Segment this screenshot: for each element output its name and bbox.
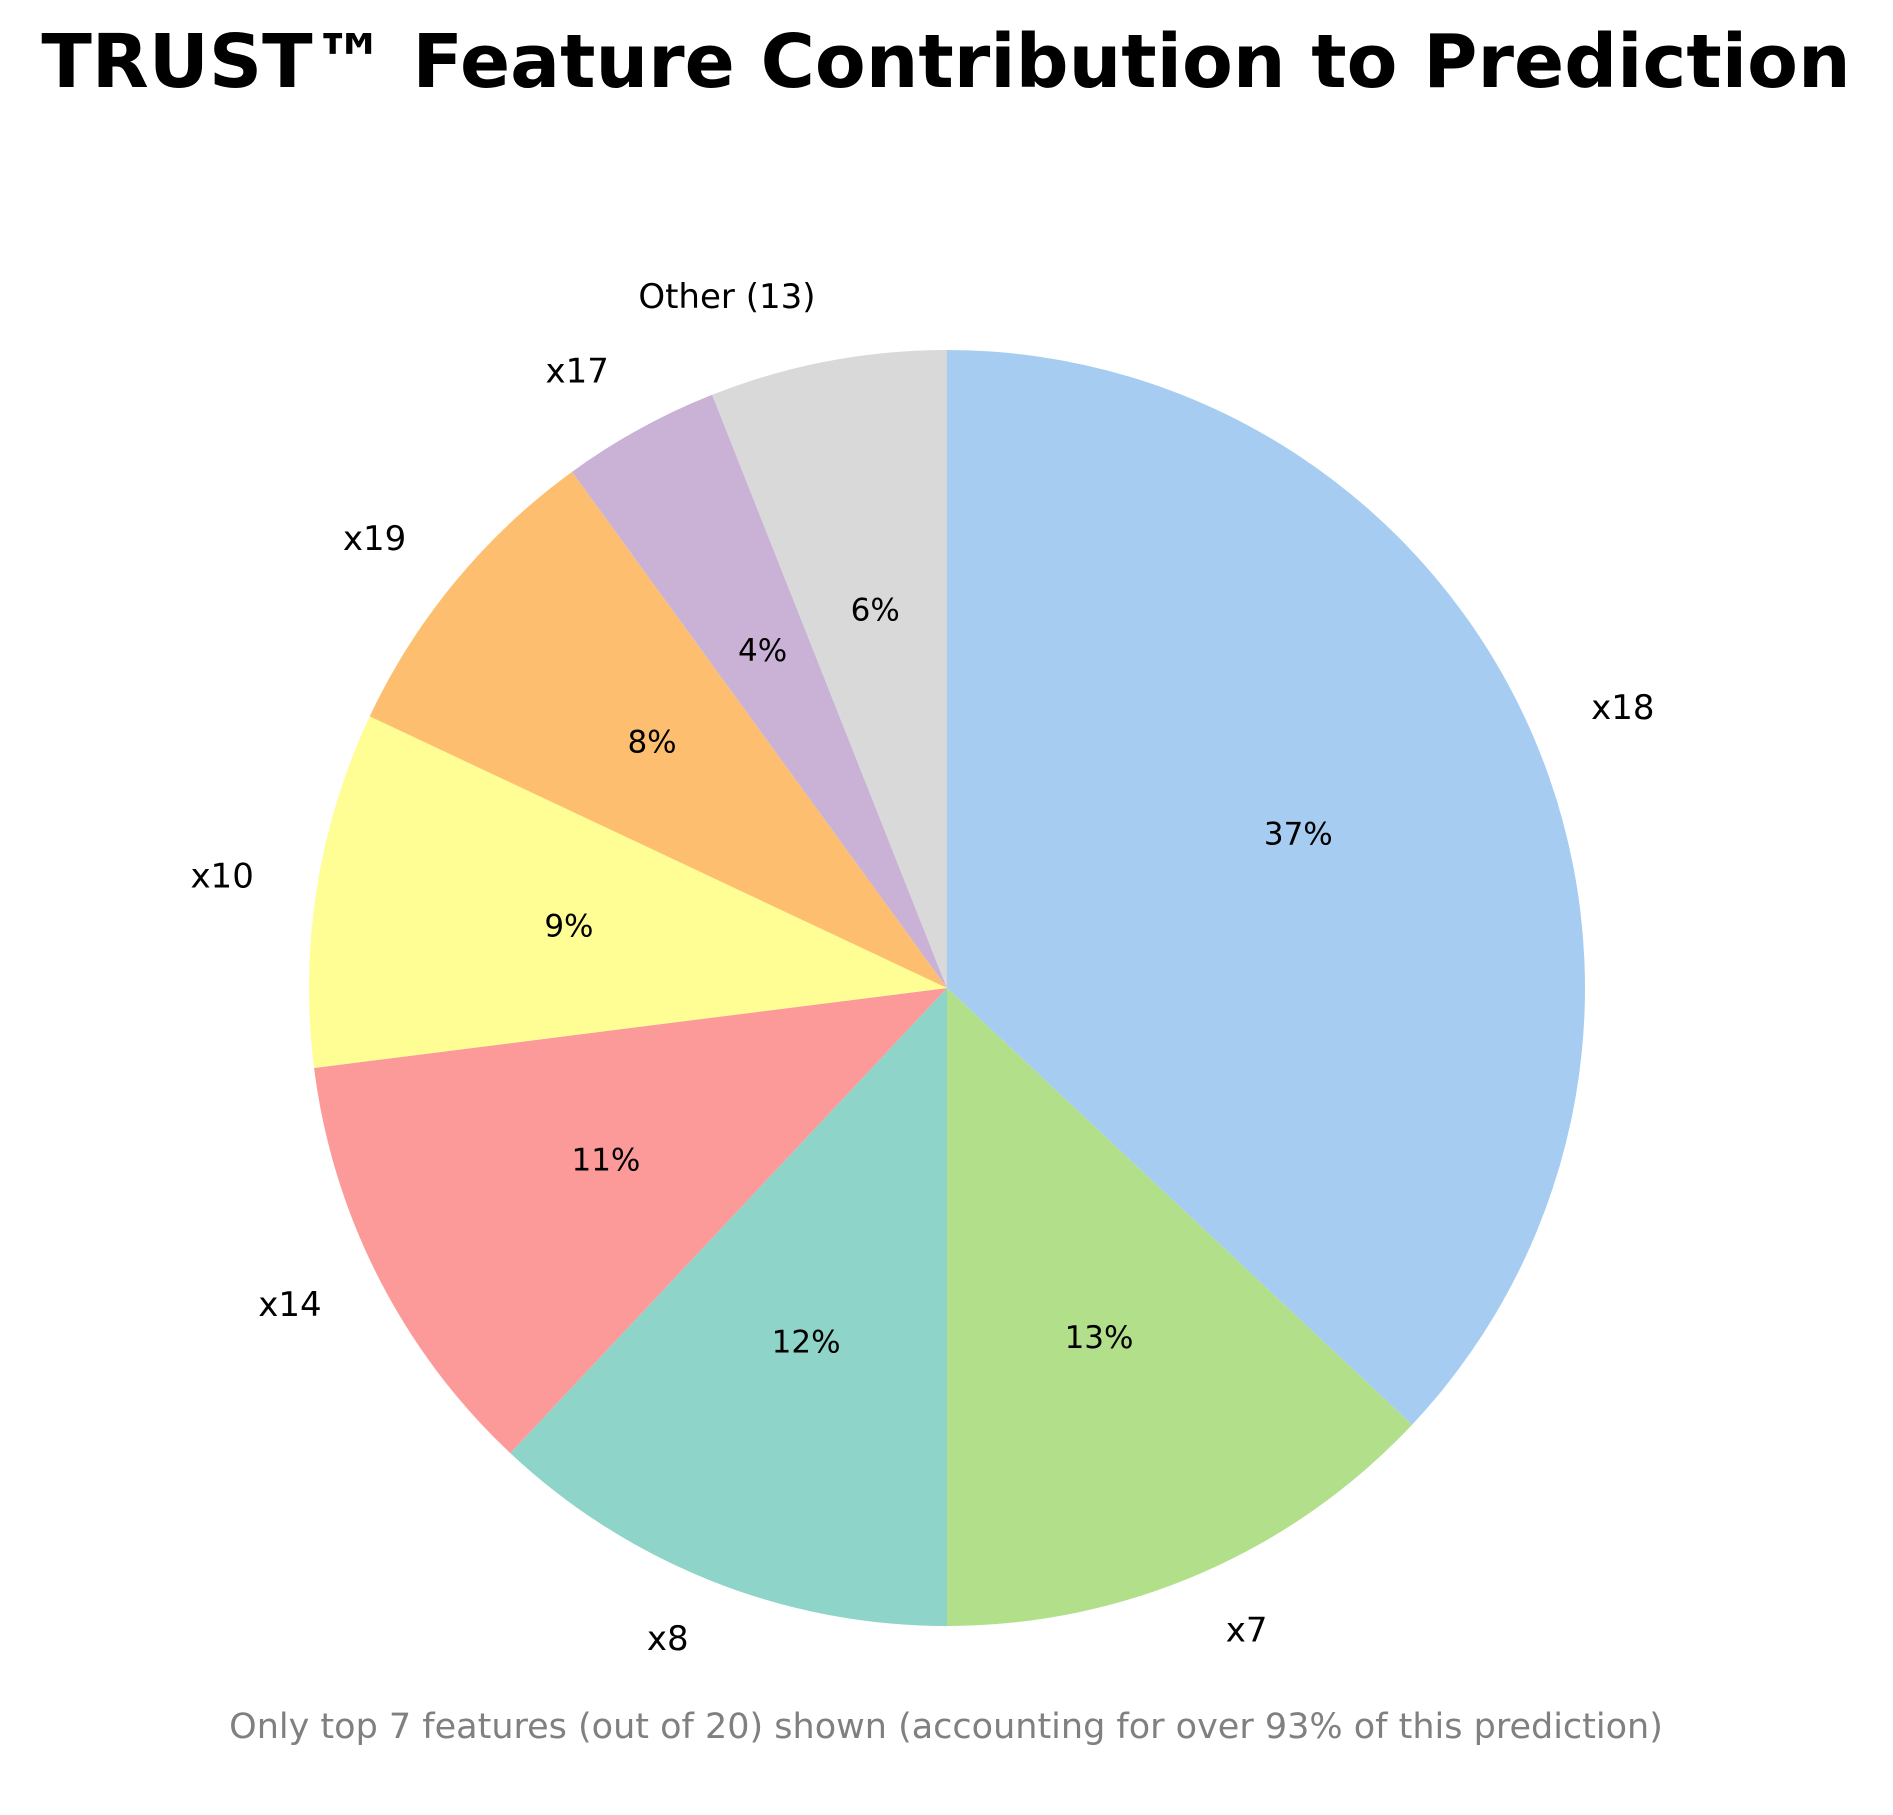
slice-label-3: x14 (258, 1285, 321, 1325)
slice-pct-label-2: 12% (772, 1324, 841, 1360)
slice-pct-label-5: 8% (627, 724, 676, 760)
pie-slice-x10 (308, 716, 947, 1068)
pie-slice-x8 (510, 988, 947, 1626)
pie-slice-x19 (369, 471, 947, 988)
slice-label-0: x18 (1591, 688, 1654, 728)
pie-slice-x18 (947, 350, 1585, 1425)
slice-pct-label-4: 9% (544, 909, 593, 945)
pie-slice-x17 (571, 394, 947, 988)
slice-pct-label-0: 37% (1264, 816, 1333, 852)
slice-label-5: x19 (343, 519, 406, 559)
slice-label-2: x8 (647, 1619, 689, 1659)
slice-label-6: x17 (546, 352, 609, 392)
pie-slice-x7 (947, 988, 1413, 1627)
slice-pct-label-6: 4% (738, 633, 787, 669)
chart-title: TRUST™ Feature Contribution to Predictio… (41, 19, 1850, 105)
slice-label-4: x10 (190, 857, 253, 897)
pie-slice-x14 (314, 988, 947, 1454)
slice-label-1: x7 (1226, 1611, 1268, 1651)
slice-label-7: Other (13) (638, 277, 815, 317)
slice-pct-label-7: 6% (851, 592, 900, 628)
pie-labels: x18 37% x7 13% x8 12% x14 11% x10 9% x19 8% x17 4% Oth… (190, 277, 1654, 1659)
slice-pct-label-3: 11% (571, 1142, 640, 1178)
pie-slices (308, 350, 1585, 1627)
slice-pct-label-1: 13% (1065, 1320, 1134, 1356)
chart-caption: Only top 7 features (out of 20) shown (a… (229, 1707, 1663, 1747)
pie-slice-other-13 (712, 350, 947, 988)
